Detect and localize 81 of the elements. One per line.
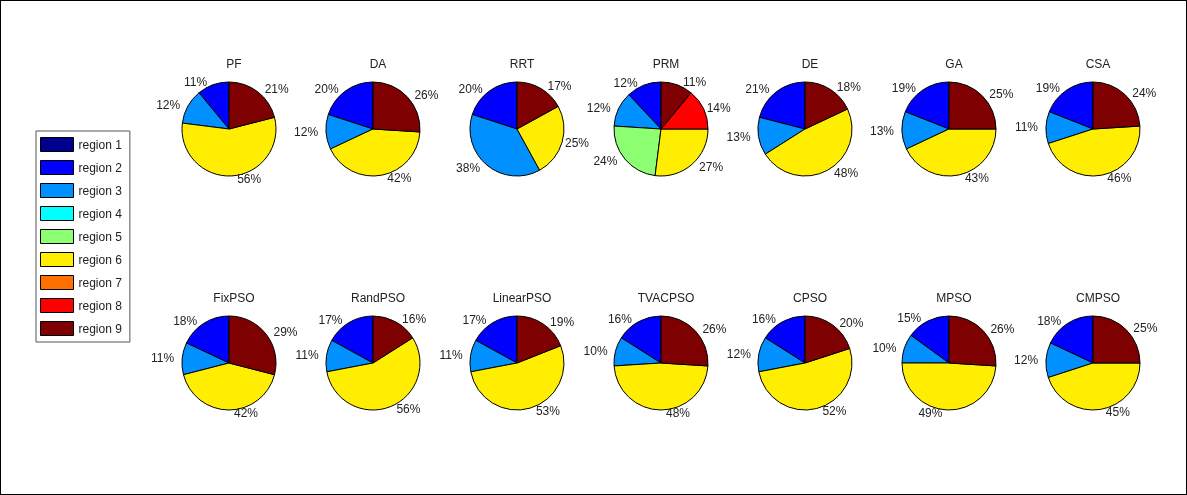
- data-label: 16%: [402, 312, 427, 327]
- data-label: 19%: [891, 80, 917, 95]
- data-label: 20%: [458, 81, 483, 96]
- data-label: 26%: [702, 321, 727, 336]
- legend-label: region 5: [78, 229, 123, 244]
- slice-label: CSA: [1085, 57, 1111, 71]
- data-label: 11%: [439, 348, 463, 363]
- data-label: 12%: [613, 75, 638, 90]
- data-label: 19%: [550, 314, 575, 329]
- slice-label: FixPSO: [213, 291, 255, 305]
- data-label: 11%: [295, 348, 319, 363]
- data-label: 24%: [593, 153, 618, 168]
- slice-label: PF: [226, 57, 242, 71]
- slice-label: MPSO: [936, 291, 972, 305]
- slice-label: RRT: [509, 57, 535, 71]
- data-label: 29%: [273, 325, 298, 340]
- slice-label: CMPSO: [1075, 291, 1121, 305]
- slice-label: LinearPSO: [492, 291, 552, 305]
- data-label: 11%: [682, 74, 707, 89]
- data-label: 46%: [1107, 171, 1132, 186]
- data-label: 21%: [264, 82, 289, 97]
- data-label: 19%: [1035, 80, 1061, 95]
- data-label: 49%: [918, 405, 943, 420]
- data-label: 16%: [751, 312, 777, 327]
- data-label: 18%: [1037, 313, 1062, 328]
- data-label: 20%: [314, 81, 339, 96]
- data-label: 12%: [1014, 352, 1039, 367]
- legend-label: region 1: [78, 137, 123, 152]
- legend-label: region 2: [78, 160, 123, 175]
- data-label: 11%: [151, 351, 175, 366]
- data-label: 18%: [173, 313, 198, 328]
- slice-label: TVACPSO: [637, 291, 695, 305]
- legend-label: region 4: [78, 206, 123, 221]
- data-label: 13%: [869, 123, 895, 138]
- data-label: 48%: [834, 165, 859, 180]
- data-label: 12%: [726, 346, 752, 361]
- data-label: 20%: [839, 315, 864, 330]
- data-label: 42%: [387, 171, 412, 186]
- legend-label: region 9: [78, 321, 123, 336]
- slice-label: RandPSO: [350, 291, 406, 305]
- data-label: 12%: [586, 100, 612, 115]
- slice-label: GA: [945, 57, 963, 71]
- data-label: 42%: [234, 406, 259, 420]
- data-label: 48%: [666, 406, 691, 420]
- slice-label: CPSO: [792, 291, 828, 305]
- data-label: 27%: [699, 159, 724, 174]
- data-label: 13%: [726, 129, 751, 144]
- data-label: 26%: [990, 321, 1015, 336]
- data-label: 10%: [583, 343, 608, 358]
- legend-label: region 6: [78, 252, 123, 267]
- slice-label: PRM: [652, 57, 680, 71]
- data-label: 38%: [456, 160, 481, 175]
- data-label: 11%: [183, 74, 208, 89]
- legend-label: region 8: [78, 298, 123, 313]
- data-label: 45%: [1105, 405, 1131, 420]
- data-label: 17%: [318, 312, 343, 327]
- legend-label: region 7: [78, 275, 123, 290]
- data-label: 25%: [1133, 320, 1158, 335]
- data-label: 26%: [414, 87, 439, 102]
- data-label: 52%: [822, 404, 847, 419]
- data-label: 16%: [607, 312, 633, 327]
- data-label: 25%: [989, 86, 1014, 101]
- data-label: 17%: [462, 312, 487, 327]
- data-label: 12%: [294, 125, 319, 140]
- data-label: 17%: [547, 78, 572, 93]
- data-label: 11%: [1014, 120, 1039, 135]
- data-label: 21%: [745, 82, 770, 97]
- data-label: 14%: [706, 100, 732, 115]
- legend-label: region 3: [78, 183, 123, 198]
- data-label: 25%: [565, 135, 590, 150]
- data-label: 10%: [872, 340, 897, 355]
- data-label: 15%: [897, 311, 922, 326]
- slice-label: DE: [801, 57, 819, 71]
- data-label: 53%: [535, 404, 561, 419]
- data-label: 43%: [964, 170, 990, 185]
- data-label: 56%: [237, 171, 262, 186]
- data-label: 18%: [836, 79, 862, 94]
- data-label: 12%: [156, 97, 181, 112]
- data-label: 56%: [396, 402, 421, 417]
- data-label: 24%: [1132, 85, 1157, 100]
- slice-label: DA: [369, 57, 387, 71]
